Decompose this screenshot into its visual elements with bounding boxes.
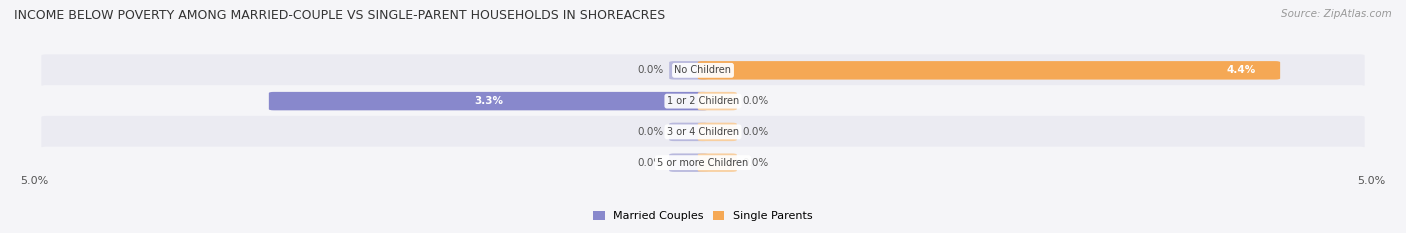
Text: 3.3%: 3.3% (474, 96, 503, 106)
FancyBboxPatch shape (41, 147, 1365, 179)
Text: 1 or 2 Children: 1 or 2 Children (666, 96, 740, 106)
FancyBboxPatch shape (669, 153, 709, 172)
Text: 4.4%: 4.4% (1226, 65, 1256, 75)
FancyBboxPatch shape (697, 123, 737, 141)
Text: Source: ZipAtlas.com: Source: ZipAtlas.com (1281, 9, 1392, 19)
FancyBboxPatch shape (697, 92, 737, 110)
FancyBboxPatch shape (697, 61, 1279, 80)
FancyBboxPatch shape (697, 153, 737, 172)
Text: 0.0%: 0.0% (742, 158, 768, 168)
Text: 0.0%: 0.0% (638, 65, 664, 75)
Text: 5.0%: 5.0% (1357, 175, 1385, 185)
Text: 0.0%: 0.0% (742, 96, 768, 106)
Text: 0.0%: 0.0% (638, 158, 664, 168)
FancyBboxPatch shape (41, 116, 1365, 148)
Text: No Children: No Children (675, 65, 731, 75)
Text: 5 or more Children: 5 or more Children (658, 158, 748, 168)
FancyBboxPatch shape (669, 61, 709, 80)
Text: INCOME BELOW POVERTY AMONG MARRIED-COUPLE VS SINGLE-PARENT HOUSEHOLDS IN SHOREAC: INCOME BELOW POVERTY AMONG MARRIED-COUPL… (14, 9, 665, 22)
Text: 0.0%: 0.0% (638, 127, 664, 137)
FancyBboxPatch shape (269, 92, 709, 110)
Text: 5.0%: 5.0% (21, 175, 49, 185)
FancyBboxPatch shape (41, 85, 1365, 117)
Text: 3 or 4 Children: 3 or 4 Children (666, 127, 740, 137)
FancyBboxPatch shape (669, 123, 709, 141)
Legend: Married Couples, Single Parents: Married Couples, Single Parents (589, 207, 817, 226)
Text: 0.0%: 0.0% (742, 127, 768, 137)
FancyBboxPatch shape (41, 54, 1365, 86)
